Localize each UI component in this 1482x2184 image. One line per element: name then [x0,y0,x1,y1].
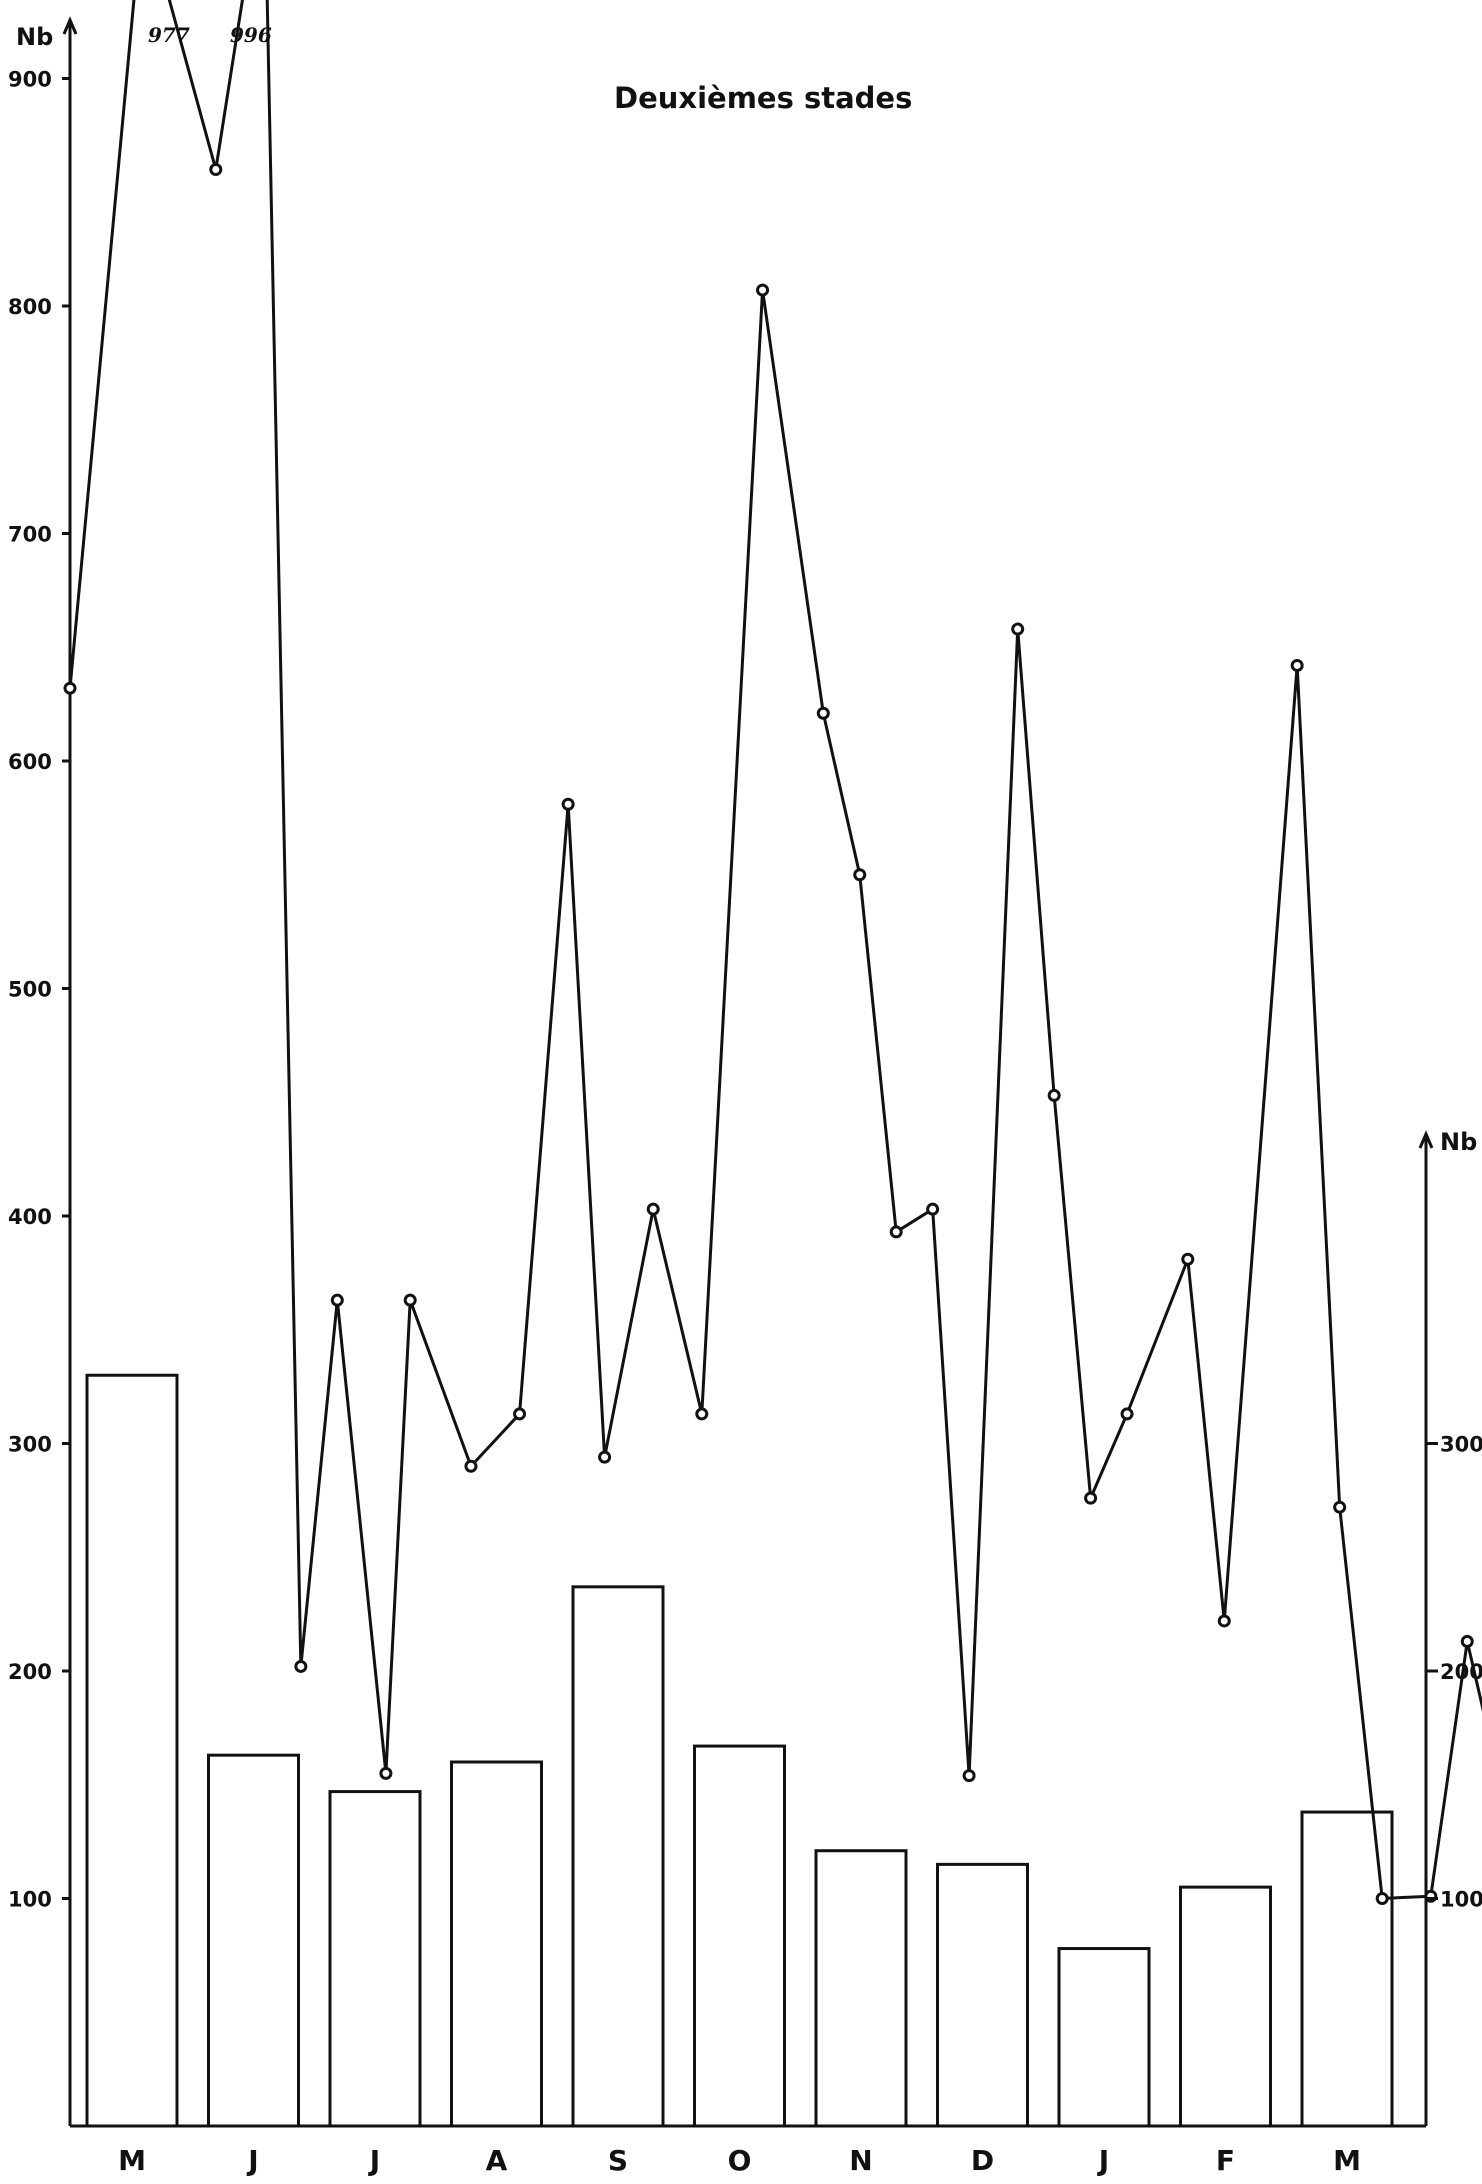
left-axis-title: Nb [16,23,53,51]
bar [1179,1885,1272,2128]
right-tick-label: 100 [1440,1888,1482,1912]
data-point [1217,1614,1231,1628]
bar [1057,1947,1151,2128]
data-point [379,1766,393,1780]
series-circles-line [68,0,1482,1900]
left-tick-label: 200 [8,1660,52,1684]
left-tick-label: 300 [8,1433,52,1457]
data-point [1375,1892,1389,1905]
data-point [63,681,77,695]
right-axis-arrow [1418,1130,1434,1149]
month-label: D [971,2144,994,2177]
month-label: J [1097,2144,1109,2177]
ticks-group: 100 200 300 400 500 600 700 800 900 100 200 300 [8,68,1482,1912]
data-point [889,1225,903,1239]
month-label: M [1333,2144,1361,2177]
data-point [330,1293,344,1307]
data-point [464,1459,478,1473]
left-tick-label: 500 [8,978,52,1002]
bar [450,1760,543,2128]
right-tick-label: 300 [1440,1433,1482,1457]
data-point [1290,658,1304,672]
data-point [1333,1500,1347,1514]
right-tick-label: 200 [1440,1660,1482,1684]
left-tick-label: 400 [8,1205,52,1229]
data-point [1084,1491,1098,1505]
right-axis-title: Nb [1440,1128,1477,1156]
bar [85,1373,179,2128]
data-point [1011,622,1025,636]
line-circles-group [63,0,1482,1905]
data-point [1120,1407,1134,1421]
data-point [646,1202,660,1216]
month-label: N [849,2144,872,2177]
left-tick-label: 900 [8,68,52,92]
data-point [209,163,223,176]
bars-group [85,1373,1394,2128]
annotation-996: 996 [230,23,272,47]
month-label: A [486,2144,508,2177]
left-tick-label: 700 [8,523,52,547]
month-label: J [246,2144,258,2177]
data-point [403,1293,417,1307]
data-point [926,1202,940,1216]
bar [693,1744,786,2128]
left-tick-label: 600 [8,750,52,774]
data-point [853,868,867,882]
data-point [513,1407,527,1421]
month-label: M [118,2144,146,2177]
data-point [1047,1088,1061,1102]
chart-title: Deuxièmes stades [614,81,912,115]
bar [328,1790,422,2128]
data-point [1181,1252,1195,1266]
left-tick-label: 100 [8,1888,52,1912]
data-point [561,797,575,811]
bar [207,1753,300,2128]
data-point [294,1659,308,1673]
data-point [695,1407,709,1421]
bar [936,1862,1029,2128]
left-axis-arrow [62,16,78,35]
data-point [1460,1634,1474,1648]
annotation-977: 977 [148,23,190,47]
bar [814,1849,908,2128]
data-point [756,283,770,297]
month-label: J [368,2144,380,2177]
month-label: F [1216,2144,1235,2177]
month-label: O [728,2144,752,2177]
left-tick-label: 800 [8,295,52,319]
data-point [598,1450,612,1464]
month-label: S [608,2144,628,2177]
data-point [962,1769,976,1783]
data-point [816,706,830,720]
bar [571,1585,665,2128]
